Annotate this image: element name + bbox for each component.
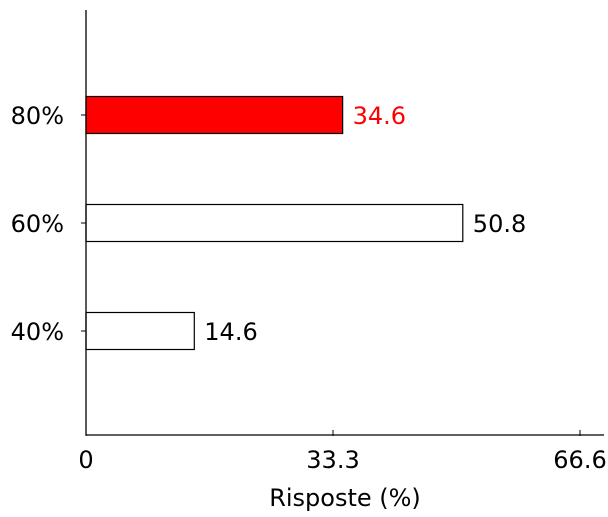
bar-40pct bbox=[85, 311, 195, 351]
bars-group bbox=[85, 95, 464, 351]
bar-value-label-80pct: 34.6 bbox=[353, 102, 406, 130]
bar-value-label-40pct: 14.6 bbox=[204, 318, 257, 346]
x-axis-title: Risposte (%) bbox=[269, 484, 421, 512]
x-tick-label-2: 66.6 bbox=[553, 446, 606, 474]
bar-value-labels: 14.6 50.8 34.6 bbox=[204, 102, 526, 346]
y-tick-label-80pct: 80% bbox=[11, 102, 64, 130]
bar-80pct bbox=[85, 95, 344, 135]
x-tick-label-1: 33.3 bbox=[306, 446, 359, 474]
y-tick-label-60pct: 60% bbox=[11, 210, 64, 238]
x-axis-ticks: 0 33.3 66.6 bbox=[78, 430, 607, 474]
x-tick-label-0: 0 bbox=[78, 446, 93, 474]
bar-value-label-60pct: 50.8 bbox=[473, 210, 526, 238]
y-tick-label-40pct: 40% bbox=[11, 318, 64, 346]
bar-60pct bbox=[85, 203, 464, 243]
y-axis-ticks: 40% 60% 80% bbox=[11, 102, 86, 346]
